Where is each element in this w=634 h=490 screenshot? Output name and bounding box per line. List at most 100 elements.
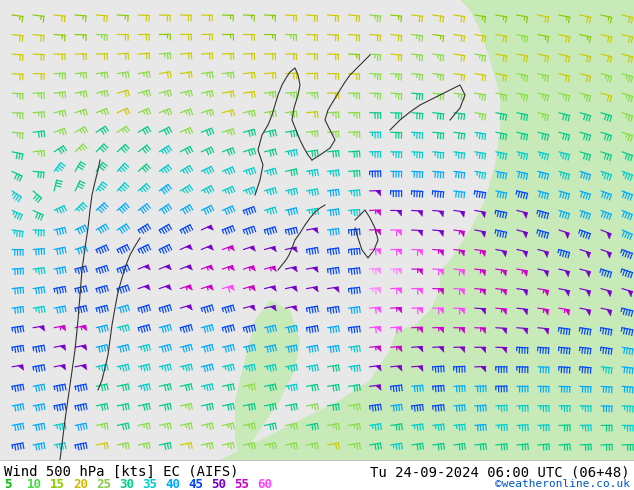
Polygon shape — [249, 266, 256, 271]
Polygon shape — [418, 308, 423, 313]
Polygon shape — [292, 247, 297, 252]
Polygon shape — [144, 285, 150, 290]
Polygon shape — [375, 385, 381, 391]
Polygon shape — [439, 250, 444, 256]
Polygon shape — [186, 285, 193, 290]
Polygon shape — [481, 270, 486, 276]
Polygon shape — [235, 300, 300, 460]
Polygon shape — [313, 287, 318, 292]
Polygon shape — [375, 346, 381, 351]
Polygon shape — [228, 266, 235, 270]
Polygon shape — [397, 230, 401, 236]
Polygon shape — [270, 246, 276, 252]
Polygon shape — [439, 308, 444, 314]
Text: 5: 5 — [4, 477, 11, 490]
Polygon shape — [81, 325, 87, 331]
Polygon shape — [565, 309, 570, 316]
Polygon shape — [586, 251, 590, 258]
Polygon shape — [418, 327, 423, 333]
Polygon shape — [460, 250, 465, 256]
Polygon shape — [60, 345, 66, 350]
Polygon shape — [207, 285, 214, 291]
Polygon shape — [607, 251, 611, 258]
Polygon shape — [375, 191, 381, 196]
Polygon shape — [186, 265, 193, 270]
Polygon shape — [544, 290, 548, 296]
Polygon shape — [501, 250, 507, 257]
Polygon shape — [186, 245, 193, 250]
Polygon shape — [628, 290, 633, 297]
Polygon shape — [586, 309, 591, 316]
Polygon shape — [165, 265, 172, 270]
Polygon shape — [0, 460, 634, 490]
Polygon shape — [481, 309, 486, 314]
Polygon shape — [565, 290, 570, 296]
Text: 55: 55 — [234, 477, 249, 490]
Polygon shape — [418, 211, 423, 217]
Text: 60: 60 — [257, 477, 272, 490]
Polygon shape — [523, 309, 527, 315]
Polygon shape — [544, 309, 549, 315]
Polygon shape — [249, 286, 256, 291]
Polygon shape — [501, 289, 507, 295]
Polygon shape — [522, 231, 527, 238]
Polygon shape — [186, 305, 192, 310]
Polygon shape — [60, 365, 66, 370]
Text: 40: 40 — [165, 477, 180, 490]
Polygon shape — [501, 270, 507, 276]
Polygon shape — [523, 328, 527, 334]
Polygon shape — [460, 308, 465, 314]
Polygon shape — [39, 326, 45, 331]
Polygon shape — [397, 346, 402, 352]
Polygon shape — [544, 251, 548, 258]
Polygon shape — [397, 308, 402, 313]
Polygon shape — [607, 310, 612, 316]
Text: 50: 50 — [211, 477, 226, 490]
Polygon shape — [439, 270, 444, 275]
Polygon shape — [270, 306, 276, 311]
Polygon shape — [523, 251, 527, 257]
Text: 15: 15 — [50, 477, 65, 490]
Polygon shape — [333, 287, 339, 293]
Polygon shape — [418, 366, 423, 371]
Text: Wind 500 hPa [kts] EC (AIFS): Wind 500 hPa [kts] EC (AIFS) — [4, 465, 238, 479]
Polygon shape — [586, 290, 591, 296]
Text: 30: 30 — [119, 477, 134, 490]
Polygon shape — [481, 289, 486, 295]
Polygon shape — [249, 305, 256, 311]
Polygon shape — [207, 265, 214, 270]
Polygon shape — [418, 289, 423, 294]
Polygon shape — [481, 367, 486, 372]
Polygon shape — [292, 306, 297, 311]
Polygon shape — [481, 328, 486, 334]
Polygon shape — [460, 328, 465, 333]
Polygon shape — [481, 250, 486, 257]
Polygon shape — [292, 286, 297, 292]
Polygon shape — [228, 245, 235, 251]
Polygon shape — [522, 212, 527, 219]
Polygon shape — [481, 231, 486, 237]
Polygon shape — [544, 270, 548, 277]
Polygon shape — [460, 270, 465, 275]
Polygon shape — [60, 326, 66, 331]
Polygon shape — [0, 0, 634, 460]
Polygon shape — [418, 346, 423, 352]
Text: 10: 10 — [27, 477, 42, 490]
Polygon shape — [418, 230, 423, 236]
Polygon shape — [207, 245, 214, 250]
Polygon shape — [397, 288, 402, 294]
Polygon shape — [270, 266, 276, 271]
Polygon shape — [565, 270, 569, 277]
Polygon shape — [439, 327, 444, 333]
Text: 35: 35 — [142, 477, 157, 490]
Polygon shape — [439, 347, 444, 352]
Polygon shape — [523, 290, 527, 295]
Polygon shape — [502, 309, 507, 315]
Text: 25: 25 — [96, 477, 111, 490]
Polygon shape — [418, 269, 423, 275]
Polygon shape — [81, 345, 87, 350]
Polygon shape — [397, 211, 401, 216]
Polygon shape — [249, 246, 256, 251]
Polygon shape — [228, 285, 235, 291]
Polygon shape — [397, 366, 402, 371]
